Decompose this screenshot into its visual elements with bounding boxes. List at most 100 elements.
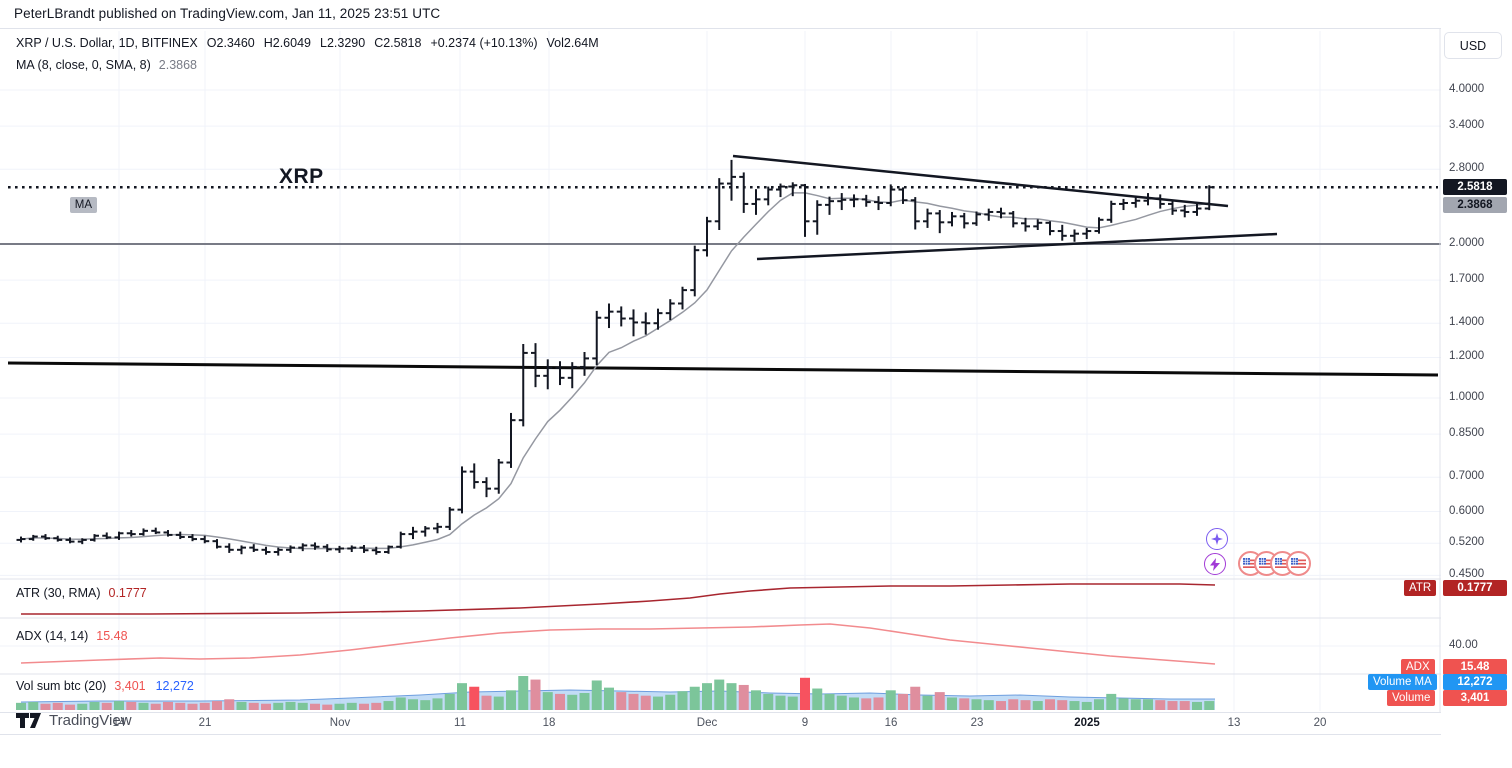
volume-bar	[689, 686, 700, 710]
symbol-legend[interactable]: XRP / U.S. Dollar, 1D, BITFINEX O2.3460 H2…	[16, 36, 608, 50]
ma-axis-tag: MA	[69, 197, 97, 213]
tradingview-logo[interactable]: TradingView	[16, 712, 132, 729]
volume-axis-tag: Volume	[1387, 690, 1436, 706]
publisher-attribution: PeterLBrandt published on TradingView.co…	[14, 6, 441, 21]
volume-bar	[996, 701, 1006, 710]
volume-bar	[616, 692, 627, 710]
price-axis[interactable]: USD 4.0000 3.4000 2.8000 2.0000 1.7000 1.4000…	[1441, 28, 1512, 733]
volume-bar	[65, 704, 75, 710]
volume-bar	[1192, 701, 1202, 710]
volume-bar	[1032, 701, 1043, 710]
volume-bar	[530, 679, 541, 710]
volume-bar	[187, 703, 198, 710]
volume-bar	[126, 701, 137, 710]
volume-bar	[28, 701, 39, 710]
volume-bar	[236, 701, 247, 710]
lower-trendline[interactable]	[756, 232, 1278, 261]
volume-ma-value-badge: 12,272	[1443, 674, 1507, 690]
volume-bar	[1155, 700, 1166, 710]
lightning-icon	[1210, 557, 1220, 571]
flag-reactions-cluster[interactable]	[1238, 551, 1311, 576]
volume-bar	[285, 701, 296, 710]
symbol-description[interactable]: XRP / U.S. Dollar, 1D, BITFINEX	[16, 36, 198, 50]
volume-bar	[1069, 701, 1080, 710]
volume-bar	[640, 695, 651, 710]
volume-bar	[224, 699, 235, 710]
volume-bar	[334, 703, 345, 710]
sparkle-reaction-icon[interactable]	[1206, 528, 1228, 550]
last-price-badge: 2.5818	[1443, 179, 1507, 195]
volume-bar	[297, 702, 308, 710]
volume-bar	[432, 698, 443, 710]
time-tick-label: 13	[1227, 717, 1241, 729]
adx-pane-legend[interactable]: ADX (14, 14) 15.48	[16, 629, 128, 643]
volume-bar	[567, 694, 578, 710]
volume-bar	[346, 702, 357, 710]
time-axis[interactable]: 14 21 Nov 11 18 Dec 9 16 23 2025 13 20	[0, 712, 1441, 735]
volume-bar	[1057, 700, 1068, 710]
volume-bar	[738, 684, 749, 710]
price-tick-label: 0.4500	[1449, 568, 1485, 581]
lightning-reaction-icon[interactable]	[1204, 553, 1226, 575]
volume-bar	[457, 683, 467, 710]
atr-title[interactable]: ATR (30, RMA)	[16, 586, 101, 600]
us-flag-icon[interactable]	[1286, 551, 1311, 576]
adx-axis-gridline-label: 40.00	[1449, 639, 1478, 651]
volume-bar	[371, 702, 382, 710]
atr-axis-tag: ATR	[1404, 580, 1437, 596]
time-tick-label: 20	[1313, 717, 1327, 729]
atr-pane-legend[interactable]: ATR (30, RMA) 0.1777	[16, 586, 147, 600]
upper-trendline[interactable]	[732, 154, 1229, 208]
volume-pane-legend[interactable]: Vol sum btc (20) 3,401 12,272	[16, 679, 194, 693]
volume-bar	[518, 676, 529, 710]
time-tick-label: Dec	[696, 717, 718, 729]
ma-price-badge: 2.3868	[1443, 197, 1507, 213]
price-tick-label: 0.6000	[1449, 504, 1485, 517]
volume-bar	[714, 679, 725, 710]
volume-bar	[849, 697, 859, 710]
currency-toggle-button[interactable]: USD	[1444, 32, 1502, 59]
volume-value-red: 3,401	[114, 679, 146, 693]
volume-ma-axis-tag: Volume MA	[1368, 674, 1437, 690]
volume-title[interactable]: Vol sum btc (20)	[16, 679, 107, 693]
volume-bar	[261, 703, 271, 710]
volume-bar	[836, 695, 847, 710]
adx-line[interactable]	[20, 623, 1216, 665]
volume-bar	[469, 686, 480, 710]
xrp-line-annotation[interactable]: XRP	[279, 165, 324, 188]
black-trendline[interactable]	[7, 361, 1439, 377]
volume-bar	[628, 693, 639, 710]
volume-bar	[273, 702, 284, 710]
volume-bar	[310, 703, 320, 710]
volume-bar	[40, 703, 51, 710]
tradingview-logo-text: TradingView	[49, 712, 132, 729]
ma-legend[interactable]: MA (8, close, 0, SMA, 8) 2.3868	[16, 58, 197, 72]
atr-line[interactable]	[21, 583, 1216, 615]
price-tick-label: 0.5200	[1449, 536, 1485, 549]
volume-bar	[1081, 701, 1092, 710]
volume-bar	[1204, 701, 1215, 710]
volume-bar	[591, 680, 602, 710]
volume-bar	[1008, 699, 1019, 710]
volume-bar	[677, 691, 688, 710]
price-chart-canvas[interactable]	[0, 29, 1441, 734]
volume-bar	[138, 702, 149, 710]
ohlc-high: H2.6049	[263, 36, 311, 50]
volume-bar	[248, 702, 259, 710]
volume-bar	[971, 699, 982, 710]
ma8-line[interactable]	[20, 192, 1210, 550]
volume-bar	[101, 702, 112, 710]
ma-legend-title[interactable]: MA (8, close, 0, SMA, 8)	[16, 58, 151, 72]
volume-bar	[1020, 700, 1031, 710]
adx-title[interactable]: ADX (14, 14)	[16, 629, 89, 643]
volume-value-badge: 3,401	[1443, 690, 1507, 706]
volume-bar	[163, 701, 173, 710]
volume-bar	[542, 692, 553, 710]
volume-bar	[1118, 698, 1129, 710]
volume-bar	[16, 702, 26, 710]
volume-bar	[604, 687, 614, 710]
volume-bar	[89, 701, 100, 710]
volume-bar	[947, 697, 957, 710]
volume-bar	[726, 683, 737, 710]
price-tick-label: 1.7000	[1449, 273, 1485, 286]
